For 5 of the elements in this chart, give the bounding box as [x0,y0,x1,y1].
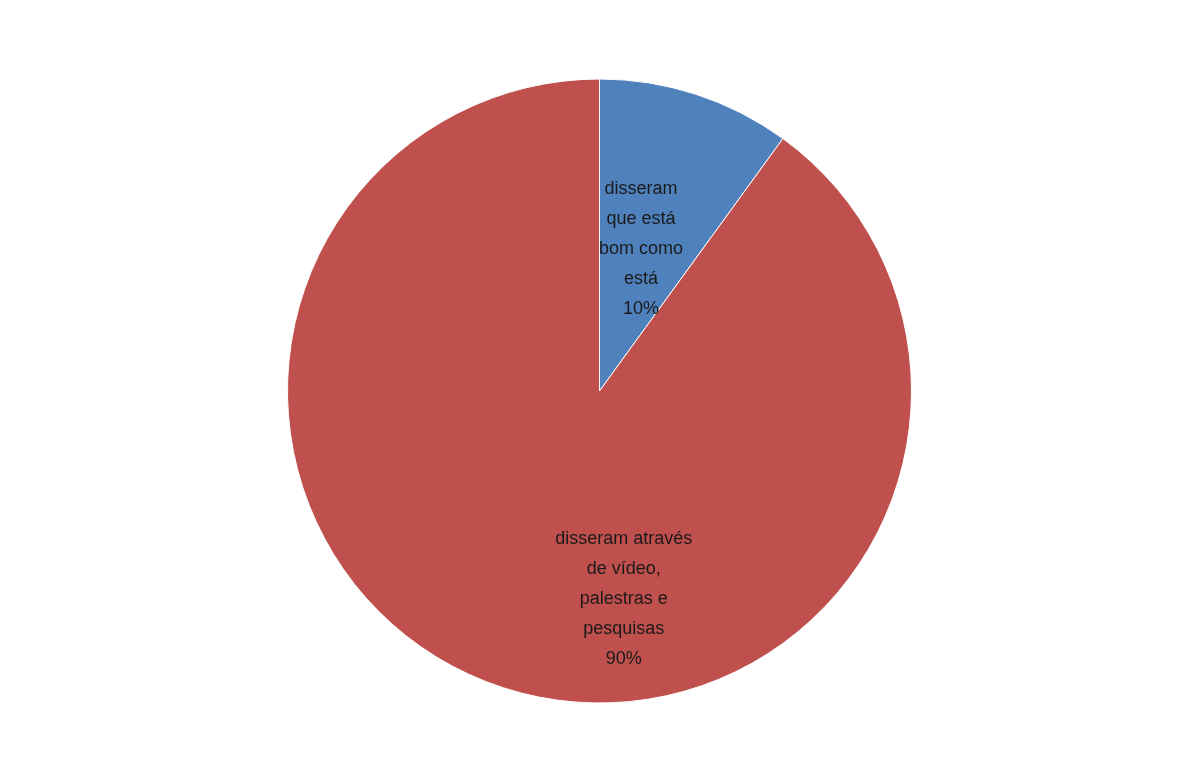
pie-slice [287,78,912,703]
data-label: 10% [623,298,660,319]
slice-label: disseram através de vídeo, palestras e pesquisas [555,528,693,639]
slice-label: disseram que está bom como está [599,178,684,289]
data-label: 90% [605,648,642,669]
